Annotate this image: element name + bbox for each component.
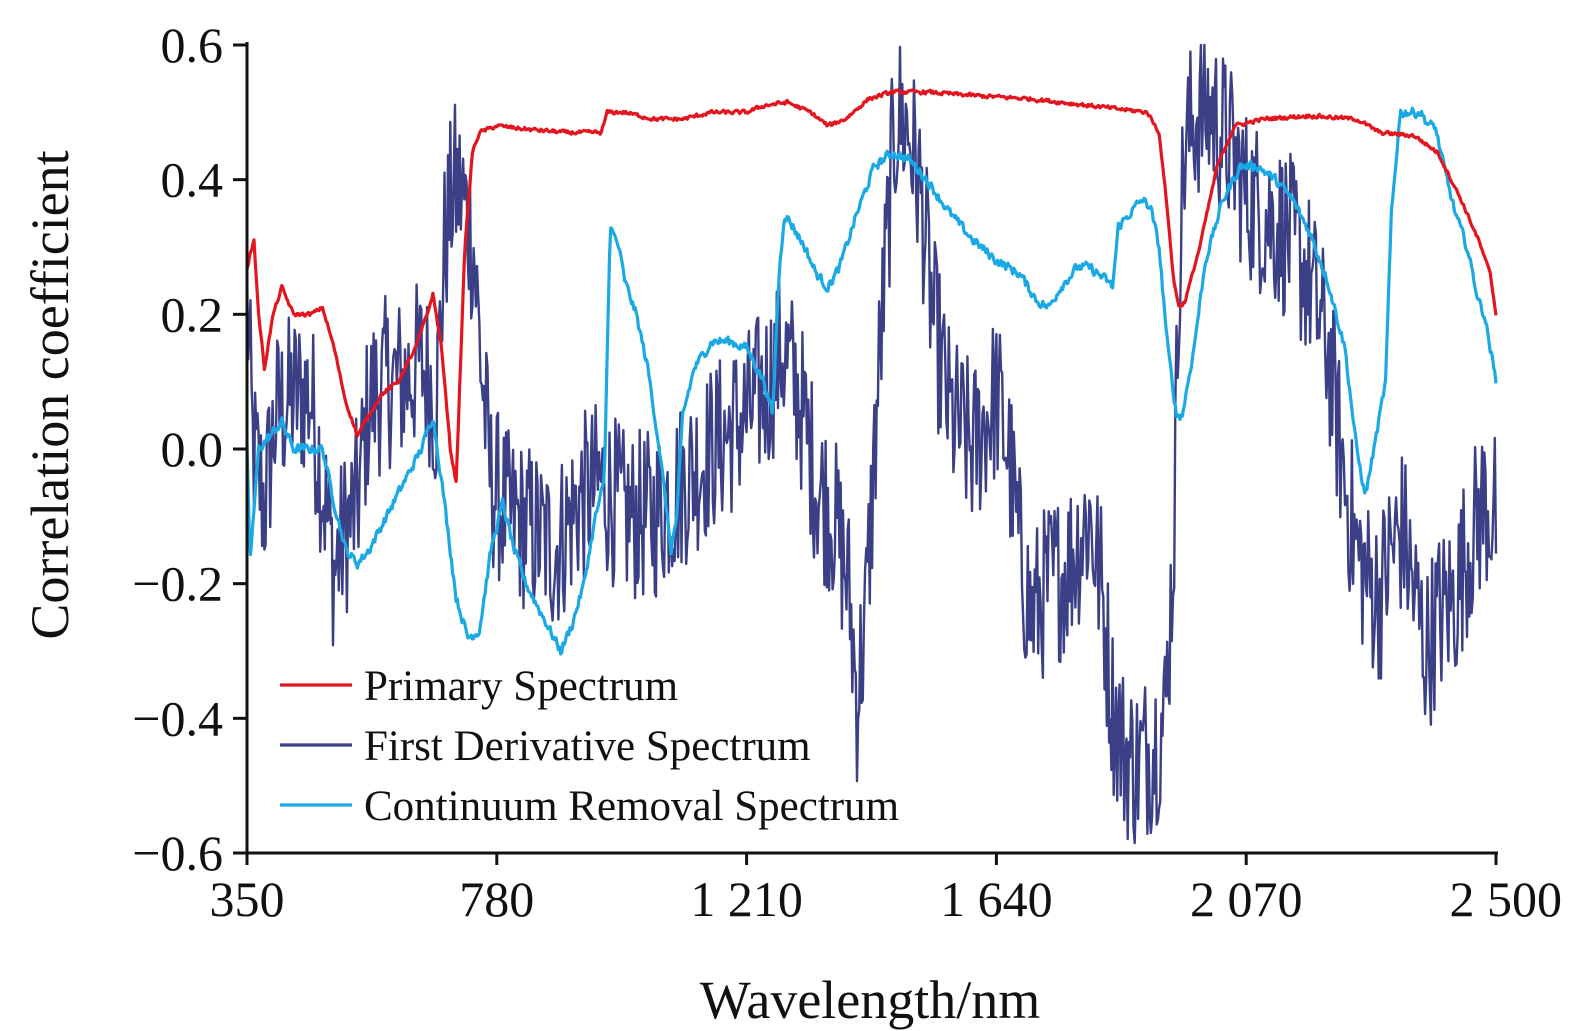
y-tick-label: 0.6 [161, 17, 224, 73]
y-tick-label: −0.2 [132, 556, 223, 612]
x-tick-label: 1 210 [690, 871, 803, 927]
y-axis-title: Correlation coefficient [20, 150, 80, 639]
series-line-continuum-removal-spectrum [245, 106, 1498, 656]
legend-label: Continuum Removal Spectrum [364, 783, 899, 830]
y-tick-label: −0.6 [132, 825, 223, 881]
legend-label: Primary Spectrum [364, 663, 678, 710]
x-tick-label: 2 500 [1450, 871, 1563, 927]
legend: Primary Spectrum First Derivative Spectru… [280, 663, 899, 830]
x-tick-label: 350 [210, 871, 285, 927]
x-axis-title: Wavelength/nm [700, 970, 1041, 1030]
series-line-first-derivative-spectrum [245, 43, 1498, 845]
series-line-primary-spectrum [245, 88, 1498, 484]
y-tick-label: 0.4 [161, 152, 224, 208]
series-layer [245, 43, 1498, 845]
x-tick-label: 1 640 [940, 871, 1053, 927]
x-tick-label: 2 070 [1190, 871, 1303, 927]
x-tick-label: 780 [459, 871, 534, 927]
y-tick-label: 0.2 [161, 286, 224, 342]
legend-label: First Derivative Spectrum [364, 723, 811, 770]
y-tick-label: −0.4 [132, 690, 223, 746]
y-tick-label: 0.0 [161, 421, 224, 477]
